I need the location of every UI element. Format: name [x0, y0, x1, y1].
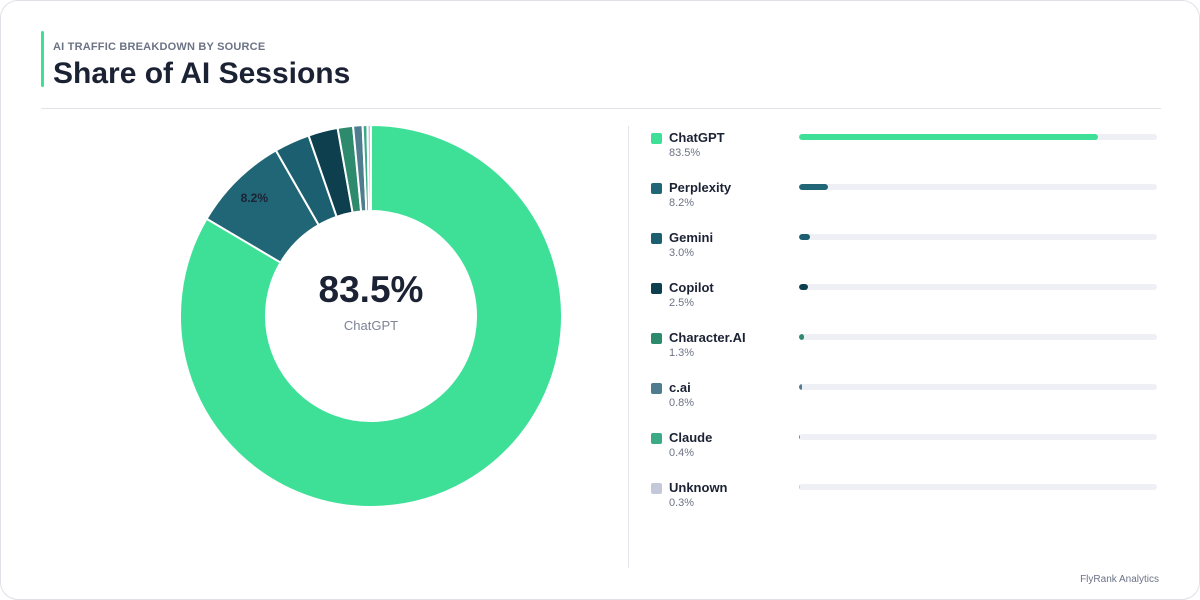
donut-slices: [179, 123, 563, 508]
legend-value: 83.5%: [669, 147, 701, 159]
legend-label: ChatGPT: [669, 130, 725, 145]
legend-label: Claude: [669, 430, 713, 445]
legend-bar-fill: [799, 184, 829, 190]
legend-value: 0.8%: [669, 397, 695, 409]
legend-item-claude: Claude 0.4%: [651, 430, 1161, 480]
donut-center-label: ChatGPT: [343, 318, 399, 333]
legend-label: Copilot: [669, 280, 714, 295]
legend-value: 2.5%: [669, 297, 695, 309]
slice-chatgpt: [179, 123, 563, 508]
legend-label: Perplexity: [669, 180, 732, 195]
legend-bar-fill: [799, 434, 801, 440]
legend-bar-fill: [799, 134, 1098, 140]
slice-unknown: [366, 123, 372, 213]
legend-swatch: [651, 333, 662, 344]
legend-swatch: [651, 433, 662, 444]
chart-kicker: AI TRAFFIC BREAKDOWN BY SOURCE: [53, 41, 266, 53]
legend-bar-track: [799, 284, 1157, 290]
legend-label: c.ai: [669, 380, 691, 395]
legend-bar-track: [799, 234, 1157, 240]
legend-value: 3.0%: [669, 247, 695, 259]
legend-label: Character.AI: [669, 330, 746, 345]
legend-swatch: [651, 283, 662, 294]
legend-item-perplexity: Perplexity 8.2%: [651, 180, 1161, 230]
legend-bar-track: [799, 484, 1157, 490]
footer-brand: FlyRank Analytics: [1080, 574, 1159, 585]
legend-swatch: [651, 483, 662, 494]
legend-item-gemini: Gemini 3.0%: [651, 230, 1161, 280]
donut-center-value: 83.5%: [318, 269, 424, 310]
legend-label: Gemini: [669, 230, 714, 245]
legend-bar-fill: [799, 384, 802, 390]
legend-swatch: [651, 133, 662, 144]
legend-value: 1.3%: [669, 347, 695, 359]
legend-item-unknown: Unknown 0.3%: [651, 480, 1161, 530]
slice-data-label: 8.2%: [241, 191, 269, 205]
legend-bar-track: [799, 184, 1157, 190]
panel-divider: [628, 126, 629, 568]
legend-swatch: [651, 183, 662, 194]
legend: ChatGPT 83.5% Perplexity 8.2% Gemini 3.0% Copi…: [651, 130, 1161, 530]
legend-value: 8.2%: [669, 197, 695, 209]
legend-swatch: [651, 383, 662, 394]
legend-label: Unknown: [669, 480, 728, 495]
legend-bar-fill: [799, 284, 808, 290]
legend-bar-track: [799, 334, 1157, 340]
header-divider: [41, 108, 1161, 109]
legend-bar-track: [799, 134, 1157, 140]
legend-item-character-ai: Character.AI 1.3%: [651, 330, 1161, 380]
legend-item-copilot: Copilot 2.5%: [651, 280, 1161, 330]
chart-title: Share of AI Sessions: [53, 57, 351, 90]
legend-item-c-ai: c.ai 0.8%: [651, 380, 1161, 430]
legend-swatch: [651, 233, 662, 244]
legend-bar-fill: [799, 334, 804, 340]
legend-bar-fill: [799, 234, 810, 240]
legend-bar-track: [799, 434, 1157, 440]
legend-value: 0.3%: [669, 497, 695, 509]
accent-bar: [41, 31, 44, 87]
donut-chart: 8.2%: [179, 123, 563, 508]
legend-value: 0.4%: [669, 447, 695, 459]
legend-item-chatgpt: ChatGPT 83.5%: [651, 130, 1161, 180]
legend-bar-fill: [799, 484, 801, 490]
legend-bar-track: [799, 384, 1157, 390]
